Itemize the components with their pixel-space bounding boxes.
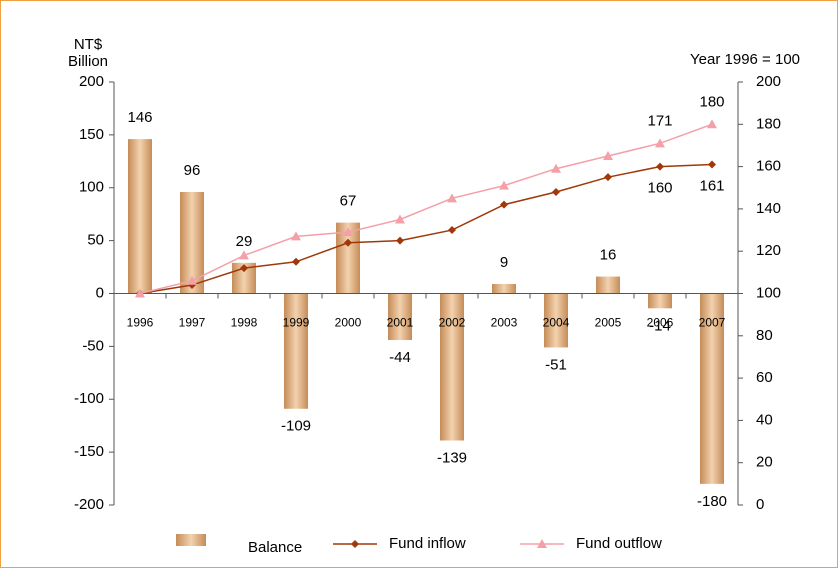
data-label: -14 [649, 317, 671, 334]
marker [448, 226, 456, 235]
legend-marker [537, 539, 547, 548]
marker [656, 162, 664, 171]
y2-tick-label: 200 [756, 73, 781, 90]
x-tick-label: 2004 [543, 316, 570, 330]
legend-label: Fund inflow [389, 535, 466, 552]
y-tick-label: 0 [96, 284, 104, 301]
marker [396, 236, 404, 245]
y-label: NT$ [74, 36, 103, 53]
y-tick-label: -150 [74, 443, 104, 460]
marker [187, 275, 197, 285]
marker [708, 160, 716, 169]
data-label: 160 [647, 180, 672, 197]
marker [240, 264, 248, 273]
marker [344, 238, 352, 247]
y2-label: Year 1996 = 100 [690, 51, 800, 68]
data-label: 96 [184, 162, 201, 179]
marker [500, 200, 508, 209]
line [139, 123, 713, 295]
bar [596, 276, 620, 294]
x-tick-label: 2002 [439, 316, 466, 330]
data-label: -139 [437, 449, 467, 466]
x-tick-label: 1997 [179, 316, 206, 330]
legend-label: Fund outflow [576, 535, 662, 552]
bar [284, 293, 308, 409]
data-label: 9 [500, 254, 508, 271]
y2-tick-label: 40 [756, 411, 773, 428]
data-label: 16 [600, 247, 617, 264]
x-tick-label: 2005 [595, 316, 622, 330]
line [139, 163, 713, 295]
y2-tick-label: 0 [756, 496, 764, 513]
marker [291, 231, 301, 241]
y2-tick-label: 80 [756, 327, 773, 344]
legend-swatch [176, 534, 206, 546]
marker [447, 193, 457, 203]
y2-tick-label: 60 [756, 369, 773, 386]
bar [492, 283, 516, 294]
data-label: -180 [697, 493, 727, 510]
y-label: Billion [68, 53, 108, 70]
data-label: 161 [699, 177, 724, 194]
y-tick-label: -200 [74, 496, 104, 513]
bar [128, 139, 152, 294]
marker [499, 180, 509, 190]
marker [239, 250, 249, 260]
x-tick-label: 2006 [647, 316, 674, 330]
data-label: -51 [545, 356, 567, 373]
marker [135, 288, 145, 298]
y2-tick-label: 20 [756, 454, 773, 471]
marker [343, 227, 353, 237]
x-tick-label: 2000 [335, 316, 362, 330]
data-label: -109 [281, 418, 311, 435]
marker [395, 214, 405, 224]
x-tick-label: 2007 [699, 316, 726, 330]
y2-tick-label: 100 [756, 284, 781, 301]
legend-label: Balance [248, 539, 302, 556]
marker [655, 138, 665, 148]
y-tick-label: 100 [79, 179, 104, 196]
legend-marker [351, 540, 359, 548]
bar [648, 293, 672, 309]
y-tick-label: -50 [82, 337, 104, 354]
x-tick-label: 1998 [231, 316, 258, 330]
data-label: -44 [389, 349, 411, 366]
marker [707, 119, 717, 129]
y-tick-label: 200 [79, 73, 104, 90]
x-tick-label: 2001 [387, 316, 414, 330]
marker [604, 173, 612, 182]
marker [552, 187, 560, 196]
marker [603, 151, 613, 161]
y2-tick-label: 180 [756, 115, 781, 132]
x-tick-label: 1999 [283, 316, 310, 330]
y2-tick-label: 160 [756, 158, 781, 175]
y-tick-label: -100 [74, 390, 104, 407]
x-tick-label: 1996 [127, 316, 154, 330]
data-label: 180 [699, 93, 724, 110]
y-tick-label: 150 [79, 126, 104, 143]
data-label: 67 [340, 193, 357, 210]
data-label: 146 [127, 109, 152, 126]
bar [544, 293, 568, 348]
y2-tick-label: 140 [756, 200, 781, 217]
bar [440, 293, 464, 441]
marker [292, 257, 300, 266]
marker [551, 163, 561, 173]
data-label: 29 [236, 233, 253, 250]
x-tick-label: 2003 [491, 316, 518, 330]
bar [388, 293, 412, 341]
y-tick-label: 50 [87, 232, 104, 249]
y2-tick-label: 120 [756, 242, 781, 259]
data-label: 171 [647, 112, 672, 129]
bar [700, 293, 724, 484]
